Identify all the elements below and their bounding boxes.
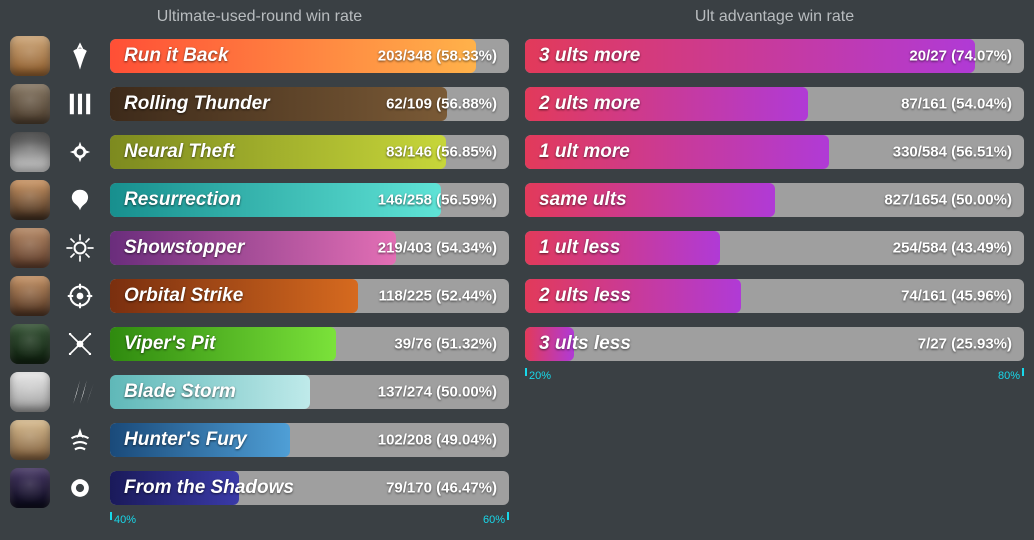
ult-stat: 102/208 (49.04%): [378, 432, 497, 449]
adv-stat: 87/161 (54.04%): [901, 96, 1012, 113]
adv-name: 2 ults more: [539, 93, 640, 115]
ult-row: Neural Theft 83/146 (56.85%): [10, 132, 509, 172]
ult-name: Viper's Pit: [124, 333, 215, 355]
adv-stat: 74/161 (45.96%): [901, 288, 1012, 305]
agent-avatar: [10, 180, 50, 220]
adv-name: 2 ults less: [539, 285, 631, 307]
phoenix-ability-icon: [60, 36, 100, 76]
ult-name: Rolling Thunder: [124, 93, 270, 115]
agent-avatar: [10, 36, 50, 76]
adv-row: 2 ults less 74/161 (45.96%): [525, 276, 1024, 316]
ult-stat: 83/146 (56.85%): [386, 144, 497, 161]
bar-track: Viper's Pit 39/76 (51.32%): [110, 327, 509, 361]
agent-avatar: [10, 372, 50, 412]
axis-max-label: 60%: [483, 514, 505, 526]
adv-row: 1 ult less 254/584 (43.49%): [525, 228, 1024, 268]
sage-ability-icon: [60, 180, 100, 220]
ult-row: From the Shadows 79/170 (46.47%): [10, 468, 509, 508]
bar-track: Run it Back 203/348 (58.33%): [110, 39, 509, 73]
adv-name: 3 ults less: [539, 333, 631, 355]
ult-name: Resurrection: [124, 189, 241, 211]
adv-stat: 330/584 (56.51%): [893, 144, 1012, 161]
ult-stat: 146/258 (56.59%): [378, 192, 497, 209]
adv-name: 1 ult more: [539, 141, 630, 163]
sova-ability-icon: [60, 420, 100, 460]
ult-name: Run it Back: [124, 45, 229, 67]
bar-track: Rolling Thunder 62/109 (56.88%): [110, 87, 509, 121]
ult-stat: 79/170 (46.47%): [386, 480, 497, 497]
omen-ability-icon: [60, 468, 100, 508]
ult-name: Blade Storm: [124, 381, 236, 403]
bar-track: same ults 827/1654 (50.00%): [525, 183, 1024, 217]
left-column: Ultimate-used-round win rate Run it Back…: [10, 8, 509, 524]
adv-name: same ults: [539, 189, 627, 211]
agent-avatar: [10, 324, 50, 364]
bar-track: Resurrection 146/258 (56.59%): [110, 183, 509, 217]
left-axis: 40% 60%: [110, 512, 509, 524]
axis-max-label: 80%: [998, 370, 1020, 382]
viper-ability-icon: [60, 324, 100, 364]
bar-track: 2 ults more 87/161 (54.04%): [525, 87, 1024, 121]
adv-row: 3 ults less 7/27 (25.93%): [525, 324, 1024, 364]
bar-track: Orbital Strike 118/225 (52.44%): [110, 279, 509, 313]
jett-ability-icon: [60, 372, 100, 412]
breach-ability-icon: [60, 84, 100, 124]
ult-row: Viper's Pit 39/76 (51.32%): [10, 324, 509, 364]
agent-avatar: [10, 84, 50, 124]
bar-track: Showstopper 219/403 (54.34%): [110, 231, 509, 265]
ult-row: Orbital Strike 118/225 (52.44%): [10, 276, 509, 316]
ult-name: Neural Theft: [124, 141, 235, 163]
ult-stat: 62/109 (56.88%): [386, 96, 497, 113]
ult-stat: 118/225 (52.44%): [379, 288, 497, 305]
adv-name: 3 ults more: [539, 45, 640, 67]
bar-track: 3 ults more 20/27 (74.07%): [525, 39, 1024, 73]
ult-name: From the Shadows: [124, 477, 294, 499]
right-axis: 20% 80%: [525, 368, 1024, 380]
ult-stat: 203/348 (58.33%): [378, 48, 497, 65]
bar-track: Neural Theft 83/146 (56.85%): [110, 135, 509, 169]
ult-row: Showstopper 219/403 (54.34%): [10, 228, 509, 268]
bar-track: 3 ults less 7/27 (25.93%): [525, 327, 1024, 361]
ult-row: Blade Storm 137/274 (50.00%): [10, 372, 509, 412]
brim-ability-icon: [60, 276, 100, 316]
raze-ability-icon: [60, 228, 100, 268]
bar-track: 2 ults less 74/161 (45.96%): [525, 279, 1024, 313]
ult-stat: 219/403 (54.34%): [378, 240, 497, 257]
adv-row: 1 ult more 330/584 (56.51%): [525, 132, 1024, 172]
ult-name: Hunter's Fury: [124, 429, 247, 451]
agent-avatar: [10, 276, 50, 316]
adv-stat: 20/27 (74.07%): [909, 48, 1012, 65]
bar-track: Hunter's Fury 102/208 (49.04%): [110, 423, 509, 457]
agent-avatar: [10, 132, 50, 172]
axis-min-label: 40%: [114, 514, 136, 526]
agent-avatar: [10, 420, 50, 460]
ult-row: Run it Back 203/348 (58.33%): [10, 36, 509, 76]
ult-stat: 137/274 (50.00%): [378, 384, 497, 401]
ult-row: Hunter's Fury 102/208 (49.04%): [10, 420, 509, 460]
bar-track: 1 ult less 254/584 (43.49%): [525, 231, 1024, 265]
adv-stat: 827/1654 (50.00%): [884, 192, 1012, 209]
bar-track: Blade Storm 137/274 (50.00%): [110, 375, 509, 409]
bar-track: From the Shadows 79/170 (46.47%): [110, 471, 509, 505]
cypher-ability-icon: [60, 132, 100, 172]
ult-name: Orbital Strike: [124, 285, 243, 307]
agent-avatar: [10, 468, 50, 508]
right-column: Ult advantage win rate 3 ults more 20/27 …: [525, 8, 1024, 524]
adv-row: 3 ults more 20/27 (74.07%): [525, 36, 1024, 76]
ult-row: Resurrection 146/258 (56.59%): [10, 180, 509, 220]
right-title: Ult advantage win rate: [525, 8, 1024, 26]
left-title: Ultimate-used-round win rate: [10, 8, 509, 26]
adv-row: same ults 827/1654 (50.00%): [525, 180, 1024, 220]
ult-row: Rolling Thunder 62/109 (56.88%): [10, 84, 509, 124]
adv-stat: 7/27 (25.93%): [918, 336, 1012, 353]
ult-stat: 39/76 (51.32%): [394, 336, 497, 353]
bar-track: 1 ult more 330/584 (56.51%): [525, 135, 1024, 169]
adv-row: 2 ults more 87/161 (54.04%): [525, 84, 1024, 124]
ult-name: Showstopper: [124, 237, 244, 259]
adv-stat: 254/584 (43.49%): [893, 240, 1012, 257]
agent-avatar: [10, 228, 50, 268]
adv-name: 1 ult less: [539, 237, 620, 259]
axis-min-label: 20%: [529, 370, 551, 382]
